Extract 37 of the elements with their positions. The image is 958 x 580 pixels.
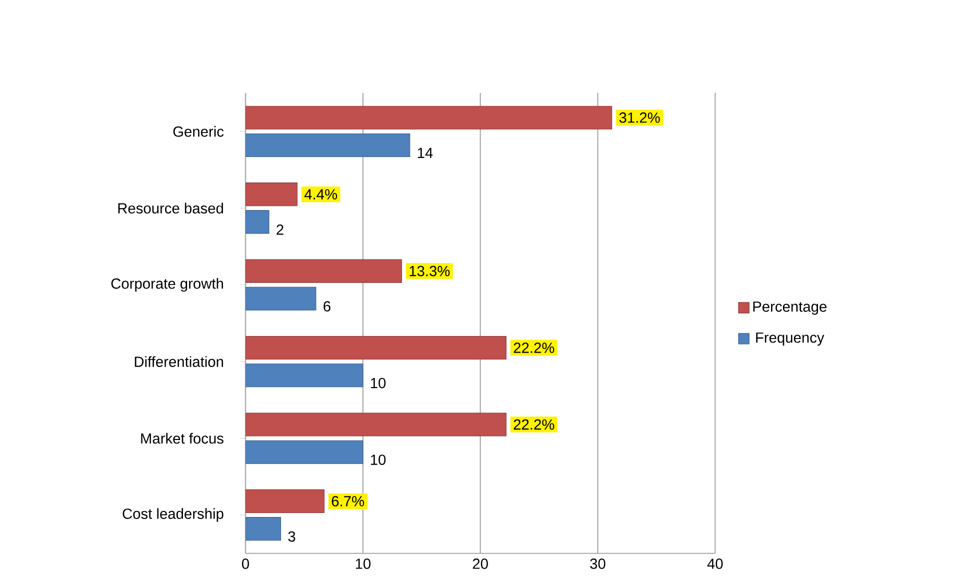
data-label: 6 xyxy=(324,300,330,312)
data-label: 13.3% xyxy=(410,266,450,276)
bar xyxy=(246,133,410,157)
data-label: 14 xyxy=(418,148,433,158)
bar xyxy=(246,106,612,130)
data-label: 22.2% xyxy=(514,342,554,353)
bar xyxy=(246,363,364,387)
y-tick-label: Resource based xyxy=(118,202,224,214)
x-tick-label: 30 xyxy=(590,558,606,569)
bar xyxy=(246,489,324,513)
bar xyxy=(246,259,402,283)
bar xyxy=(246,182,298,206)
bar xyxy=(246,412,506,436)
bar xyxy=(246,336,506,360)
bar xyxy=(246,516,281,540)
data-label: 6.7% xyxy=(332,496,364,506)
data-label: 3 xyxy=(288,531,296,542)
bar xyxy=(246,440,364,464)
data-label: 10 xyxy=(370,378,386,388)
bar xyxy=(246,286,316,310)
y-tick-label: Differentiation xyxy=(134,356,224,367)
data-label: 31.2% xyxy=(619,112,660,123)
y-tick-label: Cost leadership xyxy=(122,508,224,522)
x-tick-label: 40 xyxy=(707,558,723,569)
y-tick-label: Corporate growth xyxy=(111,278,223,292)
bar xyxy=(246,210,270,234)
legend-label: Frequency xyxy=(756,332,824,346)
legend-label: Percentage xyxy=(753,301,826,315)
data-label: 4.4% xyxy=(304,189,338,200)
y-tick-label: Generic xyxy=(173,126,224,137)
y-tick-label: Market focus xyxy=(141,432,224,444)
x-tick-label: 10 xyxy=(356,558,370,569)
data-label: 22.2% xyxy=(514,419,554,430)
x-tick-label: 0 xyxy=(242,558,249,569)
data-label: 2 xyxy=(276,224,284,235)
data-label: 10 xyxy=(370,454,386,465)
x-tick-label: 20 xyxy=(472,558,488,569)
